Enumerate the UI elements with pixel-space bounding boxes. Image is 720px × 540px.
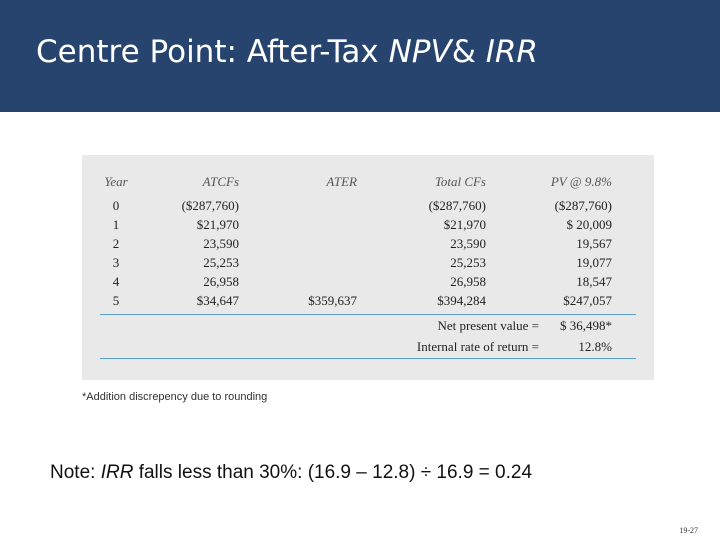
cell: 1: [112, 217, 120, 232]
cell: $359,637: [308, 293, 357, 308]
cell: ($287,760): [428, 198, 486, 213]
cell: $394,284: [437, 293, 486, 308]
note-part: IRR: [100, 462, 134, 483]
cell: $21,970: [196, 217, 239, 232]
cell: 4: [112, 274, 120, 289]
cell: $247,057: [563, 293, 612, 308]
cell: 26,958: [450, 274, 486, 289]
table: Year ATCFs ATER Total CFs PV @ 9.8% 0 ($287,76…: [82, 155, 654, 380]
cell: 0: [112, 198, 120, 213]
cell: 25,253: [450, 255, 486, 270]
column-header: ATCFs: [202, 174, 239, 189]
cell: 2: [112, 236, 120, 251]
footnote: *Addition discrepency due to rounding: [82, 391, 268, 403]
header-bar: Centre Point: After-Tax NPV& IRR: [0, 0, 720, 112]
title: Centre Point: After-Tax NPV& IRR: [36, 34, 538, 70]
cell: 19,077: [576, 255, 612, 270]
title-part: Centre Point: After-Tax: [36, 34, 389, 70]
rule: [100, 358, 636, 359]
cell: 18,547: [576, 274, 612, 289]
note-part: falls less than 30%: (16.9 – 12.8) ÷ 16.…: [133, 462, 533, 483]
cell: 23,590: [203, 236, 239, 251]
rule: [100, 314, 636, 315]
cell: 3: [112, 255, 120, 270]
cell: 23,590: [450, 236, 486, 251]
title-part: NPV: [388, 34, 452, 70]
summary-label: Internal rate of return =: [416, 339, 539, 354]
column-header: ATER: [326, 174, 357, 189]
cell: 26,958: [203, 274, 239, 289]
cell: ($287,760): [181, 198, 239, 213]
note: Note: IRR falls less than 30%: (16.9 – 1…: [50, 462, 532, 484]
cell: $ 20,009: [566, 217, 613, 232]
cell: 19,567: [576, 236, 612, 251]
column-header: Year: [104, 174, 128, 189]
cell: 5: [112, 293, 120, 308]
summary-value: $ 36,498*: [560, 318, 612, 333]
cell: $21,970: [443, 217, 486, 232]
summary-value: 12.8%: [578, 339, 612, 354]
cell: 25,253: [203, 255, 239, 270]
summary-label: Net present value =: [437, 318, 539, 333]
note-part: Note:: [50, 462, 101, 483]
cell: ($287,760): [554, 198, 612, 213]
column-header: PV @ 9.8%: [550, 174, 612, 189]
page-number: 19-27: [679, 526, 698, 535]
cell: $34,647: [196, 293, 239, 308]
column-header: Total CFs: [434, 174, 486, 189]
title-part: IRR: [485, 34, 538, 70]
title-part: &: [451, 34, 486, 70]
